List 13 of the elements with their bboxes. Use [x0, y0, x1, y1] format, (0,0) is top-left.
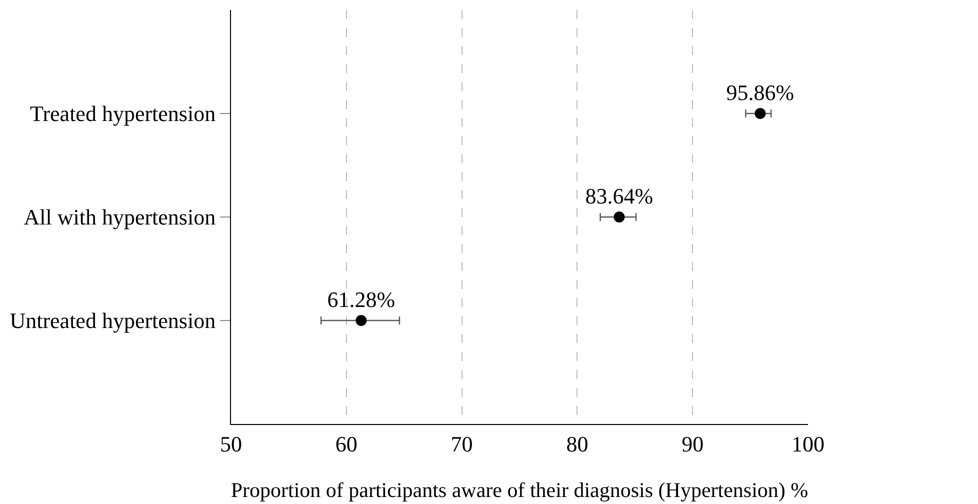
data-label: 61.28%	[327, 287, 396, 312]
y-tick-label: Untreated hypertension	[10, 308, 216, 334]
x-tick-label: 100	[792, 431, 824, 456]
x-axis-title: Proportion of participants aware of their diagnosis (Hypertension) %	[230, 478, 808, 502]
data-label: 83.64%	[585, 184, 654, 209]
x-tick-label: 70	[450, 431, 473, 456]
data-label: 95.86%	[726, 80, 794, 106]
x-tick-label: 90	[682, 431, 704, 456]
y-tick-label: All with hypertension	[24, 204, 216, 230]
x-tick-label: 50	[220, 431, 242, 456]
x-tick-label: 60	[335, 431, 358, 456]
x-tick-label: 80	[566, 431, 588, 456]
y-tick-label: Treated hypertension	[30, 101, 216, 126]
